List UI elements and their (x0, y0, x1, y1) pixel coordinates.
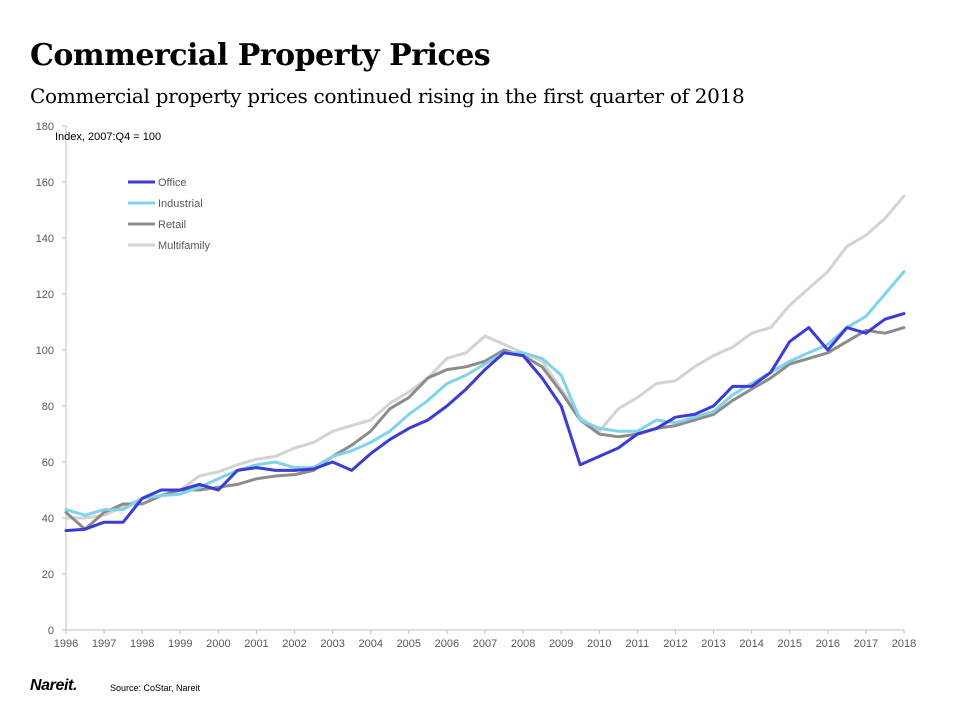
chart-series (64, 194, 906, 533)
y-tick-label: 160 (36, 177, 54, 189)
x-tick-label: 2006 (435, 638, 459, 650)
nareit-logo: Nareit. (30, 677, 77, 694)
y-tick-label: 40 (42, 513, 54, 525)
x-tick-label: 1998 (130, 638, 154, 650)
y-tick-label: 180 (36, 121, 54, 133)
x-tick-label: 2002 (282, 638, 306, 650)
x-tick-label: 2001 (244, 638, 268, 650)
x-tick-label: 2013 (701, 638, 725, 650)
x-tick-label: 2010 (587, 638, 611, 650)
x-tick-label: 1999 (168, 638, 192, 650)
x-tick-label: 2004 (358, 638, 382, 650)
legend-label-multifamily: Multifamily (158, 240, 210, 252)
x-tick-label: 2003 (320, 638, 344, 650)
chart-axes: 0 20 40 60 80 100 120 140 160 180 1996 1997 1998 1999… (36, 121, 917, 650)
y-tick-label: 0 (48, 625, 54, 637)
y-tick-label: 140 (36, 233, 54, 245)
y-tick-label: 80 (42, 401, 54, 413)
y-tick-label: 60 (42, 457, 54, 469)
series-line-office (64, 312, 906, 533)
x-tick-label: 2000 (206, 638, 230, 650)
series-line-multifamily (64, 194, 906, 520)
unit-label: Index, 2007:Q4 = 100 (55, 131, 161, 143)
x-tick-label: 2008 (511, 638, 535, 650)
y-tick-label: 100 (36, 345, 54, 357)
legend-label-retail: Retail (158, 219, 186, 231)
y-tick-label: 20 (42, 569, 54, 581)
x-tick-label: 2016 (816, 638, 840, 650)
chart-legend: Office Industrial Retail Multifamily (128, 177, 210, 252)
series-line-industrial (64, 270, 906, 517)
legend-label-industrial: Industrial (158, 198, 203, 210)
x-tick-label: 1996 (54, 638, 78, 650)
chart-subtitle: Commercial property prices continued ris… (30, 84, 745, 108)
x-tick-label: 2005 (397, 638, 421, 650)
x-tick-label: 2011 (626, 638, 650, 650)
x-tick-label: 1997 (92, 638, 116, 650)
y-tick-label: 120 (36, 289, 54, 301)
x-tick-label: 2018 (892, 638, 916, 650)
x-tick-label: 2017 (854, 638, 878, 650)
legend-label-office: Office (158, 177, 187, 189)
x-tick-label: 2015 (777, 638, 801, 650)
x-tick-label: 2009 (549, 638, 573, 650)
x-tick-label: 2007 (473, 638, 497, 650)
source-note: Source: CoStar, Nareit (110, 683, 201, 693)
x-tick-label: 2014 (739, 638, 763, 650)
series-line-retail (64, 326, 906, 531)
x-tick-label: 2012 (663, 638, 687, 650)
chart-title: Commercial Property Prices (30, 38, 491, 73)
